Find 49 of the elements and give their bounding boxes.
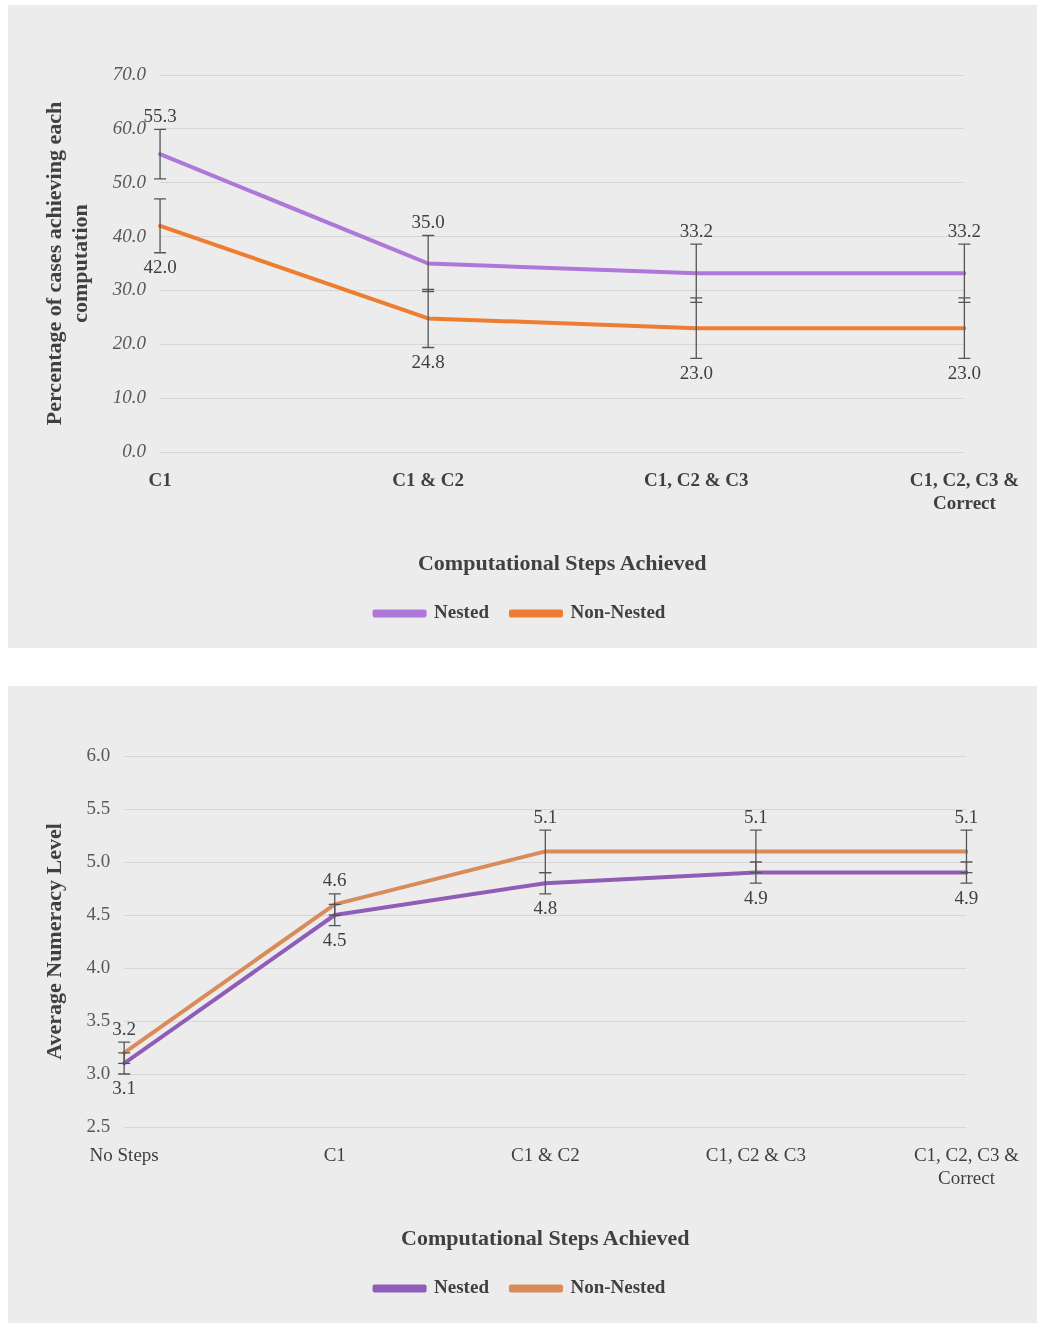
x-axis-title: Computational Steps Achieved [417,550,707,576]
x-tick-label: C1, C2, C3 & Correct [909,469,1019,514]
legend-label: Non-Nested [570,1276,666,1298]
y-tick-label: 20.0 [112,332,147,354]
y-tick-label: 30.0 [111,278,147,300]
data-label: 4.5 [322,929,347,951]
legend-label: Nested [434,1276,490,1298]
data-label: 5.1 [954,805,979,827]
y-tick-label: 70.0 [112,63,147,84]
y-tick-label: 3.0 [86,1061,111,1083]
y-tick-label: 5.5 [86,796,111,818]
y-axis-title: Average Numeracy Level [40,823,66,1060]
y-tick-label: 4.5 [86,902,111,924]
y-tick-label: 10.0 [112,386,147,408]
x-tick-label: C1 [148,469,172,491]
data-label: 23.0 [679,361,713,383]
legend-label: Non-Nested [570,601,666,623]
data-label: 33.2 [679,219,713,241]
data-label: 3.2 [112,1017,137,1039]
y-tick-label: 6.0 [86,743,111,765]
y-tick-label: 5.0 [86,849,111,871]
data-label: 23.0 [947,361,981,383]
data-label: 24.8 [411,351,445,372]
data-label: 35.0 [411,210,445,232]
x-axis-title: Computational Steps Achieved [401,1225,690,1251]
x-tick-label: C1 & C2 [392,469,465,491]
data-label: 4.9 [744,886,768,908]
data-label: 3.1 [112,1077,137,1099]
x-tick-label: C1 [323,1144,346,1166]
y-tick-label: 2.5 [86,1114,111,1136]
data-label: 42.0 [143,256,177,278]
data-label: 4.8 [533,897,558,919]
data-label: 5.1 [744,805,768,827]
data-label: 33.2 [947,219,981,241]
y-tick-label: 0.0 [122,440,147,461]
data-label: 4.9 [954,886,979,908]
x-tick-label: C1, C2 & C3 [644,469,749,491]
y-axis-title: Percentage of cases achieving each computation [40,101,93,426]
x-tick-label: C1, C2 & C3 [705,1144,807,1166]
x-tick-label: No Steps [89,1144,159,1166]
legend-label: Nested [434,601,490,623]
x-tick-label: C1, C2, C3 & Correct [913,1144,1020,1189]
data-label: 4.6 [322,869,347,891]
y-tick-label: 50.0 [112,170,147,192]
y-tick-label: 4.0 [86,955,111,977]
x-tick-label: C1 & C2 [511,1144,580,1166]
y-tick-label: 40.0 [112,224,147,246]
y-tick-label: 3.5 [86,1008,111,1030]
data-label: 5.1 [533,805,558,827]
